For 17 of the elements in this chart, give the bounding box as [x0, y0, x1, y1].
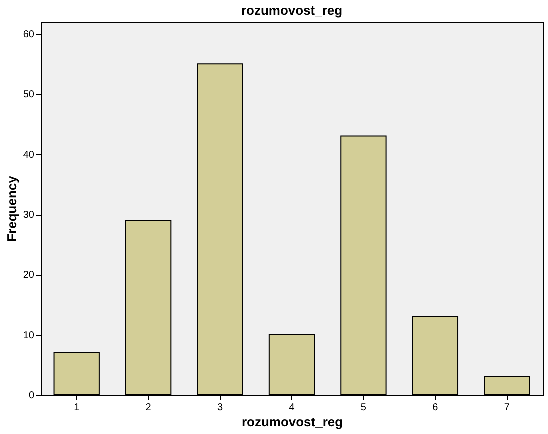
y-tick-label: 40 [23, 150, 35, 161]
x-tick-label: 6 [432, 402, 439, 414]
chart-title: rozumovost_reg [241, 3, 343, 18]
x-tick-label: 5 [360, 402, 367, 414]
x-tick-label: 7 [504, 402, 510, 414]
y-tick-label: 0 [28, 390, 35, 402]
y-tick-label: 10 [23, 330, 35, 342]
x-tick-label: 1 [74, 402, 80, 414]
y-tick-label: 60 [23, 30, 35, 41]
x-tick-label: 4 [289, 402, 296, 414]
x-tick-label: 3 [218, 402, 224, 414]
x-axis-title: rozumovost_reg [242, 414, 344, 430]
y-axis-title: Frequency [4, 175, 20, 242]
y-tick-label: 20 [23, 270, 35, 282]
x-tick-label: 2 [146, 402, 152, 414]
y-tick-label: 30 [23, 210, 35, 222]
y-tick-label: 50 [23, 90, 35, 101]
